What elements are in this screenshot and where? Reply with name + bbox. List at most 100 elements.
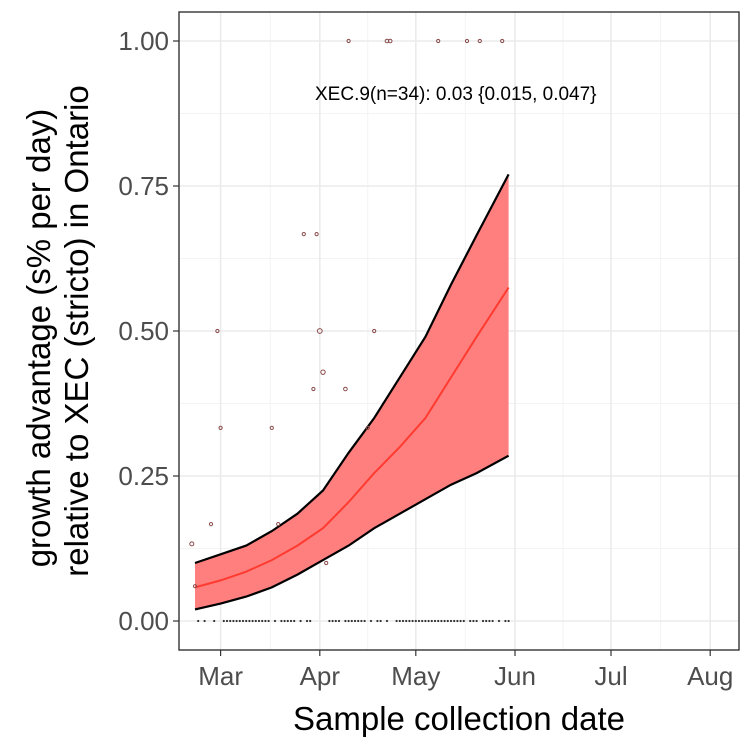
observation-point: [387, 38, 393, 44]
observation-point: [464, 38, 470, 44]
y-axis-title-line-2: relative to XEC (stricto) in Ontario: [58, 85, 95, 577]
x-tick-label: Aug: [687, 661, 733, 691]
zero-observation-point: [398, 619, 401, 623]
fit-line: [194, 286, 510, 589]
grid: [179, 12, 739, 650]
ribbon-upper-bound: [194, 173, 510, 565]
zero-observation-point: [222, 619, 225, 623]
x-tick-label: Jun: [494, 661, 536, 691]
zero-observation-point: [197, 619, 200, 623]
zero-observation-point: [251, 619, 254, 623]
zero-observation-point: [379, 619, 382, 623]
zero-observation-point: [469, 619, 472, 623]
y-axis-title-line-1: growth advantage (s% per day): [20, 109, 57, 568]
observation-point: [192, 584, 198, 589]
zero-observation-point: [433, 619, 437, 623]
zero-observation-point: [299, 619, 302, 623]
zero-observation-point: [427, 619, 430, 623]
zero-observation-point: [481, 619, 485, 623]
observation-point: [320, 369, 326, 375]
zero-observation-point: [453, 619, 456, 623]
zero-observation-point: [424, 619, 427, 623]
zero-observation-point: [225, 619, 229, 623]
zero-observation-point: [286, 619, 289, 623]
zero-observation-point: [203, 619, 206, 623]
zero-observation-point: [430, 619, 433, 623]
zero-observation-point: [485, 619, 488, 623]
confidence-ribbon: [195, 174, 509, 610]
zero-observation-point: [254, 619, 257, 623]
axes: 0.00 0.25 0.50 0.75 1.00 Mar Apr May Jun Jul Aug: [118, 11, 740, 691]
zero-observation-point: [408, 619, 411, 623]
zero-observation-point: [241, 619, 245, 623]
zero-observation-point: [456, 619, 459, 623]
zero-observation-point: [238, 619, 241, 623]
zero-observation-point: [305, 619, 309, 623]
zero-observation-point: [462, 619, 465, 623]
zero-observation-point: [507, 619, 510, 623]
zero-observation-point: [363, 619, 366, 623]
y-tick-label: 1.00: [118, 26, 169, 56]
y-tick-label: 0.50: [118, 316, 169, 346]
zero-observation-point: [449, 619, 453, 623]
zero-observation-point: [280, 619, 283, 623]
zero-observation-point: [376, 619, 379, 623]
zero-observation-point: [440, 619, 443, 623]
zero-observation-point: [446, 619, 449, 623]
fit-annotation: XEC.9(n=34): 0.03 {0.015, 0.047}: [315, 84, 597, 105]
fit-line-layer: [194, 286, 510, 589]
zero-observation-point: [395, 619, 398, 623]
zero-observation-point: [350, 619, 353, 623]
x-tick-label: Jul: [594, 661, 627, 691]
y-tick-label: 0.00: [118, 606, 169, 636]
observation-point: [208, 522, 214, 527]
observation-point: [301, 232, 306, 237]
zero-observation-point: [328, 619, 331, 623]
zero-observation-point: [261, 619, 264, 623]
observation-point: [324, 560, 329, 566]
zero-observation-point: [357, 619, 360, 623]
zero-observation-point: [289, 619, 293, 623]
observation-points-layer: [189, 38, 510, 623]
y-tick-label: 0.75: [118, 171, 169, 201]
observation-point: [343, 386, 348, 392]
observation-point: [365, 425, 370, 430]
observation-point: [189, 541, 195, 547]
x-tick-label: May: [391, 661, 440, 691]
ribbon-lower-bound: [194, 454, 510, 611]
observation-point: [314, 232, 319, 237]
zero-observation-point: [293, 619, 296, 623]
zero-observation-point: [417, 619, 421, 623]
zero-observation-point: [309, 619, 312, 623]
observation-point: [218, 425, 223, 430]
zero-observation-point: [459, 619, 462, 623]
y-tick-label: 0.25: [118, 461, 169, 491]
zero-observation-point: [488, 619, 491, 623]
x-tick-label: Apr: [300, 661, 341, 691]
zero-observation-point: [443, 619, 446, 623]
zero-observation-point: [235, 619, 238, 623]
zero-observation-point: [411, 619, 414, 623]
zero-observation-point: [232, 619, 235, 623]
zero-observation-point: [405, 619, 408, 623]
observation-point: [311, 386, 316, 392]
confidence-ribbon-layer: [194, 173, 510, 611]
zero-observation-point: [248, 619, 251, 623]
x-axis-title: Sample collection date: [293, 700, 625, 737]
zero-observation-point: [414, 619, 417, 623]
panel-border: [178, 11, 740, 651]
zero-observation-point: [267, 619, 270, 623]
zero-observation-point: [504, 619, 507, 623]
observation-point: [316, 328, 323, 334]
zero-observation-point: [334, 619, 337, 623]
observation-point: [269, 425, 274, 430]
zero-observation-point: [360, 619, 363, 623]
observation-point: [215, 328, 220, 334]
zero-observation-point: [213, 619, 216, 623]
observation-point: [500, 38, 505, 44]
zero-observation-point: [385, 619, 389, 623]
zero-observation-point: [497, 619, 501, 623]
zero-observation-point: [353, 619, 357, 623]
observation-point: [372, 328, 377, 334]
